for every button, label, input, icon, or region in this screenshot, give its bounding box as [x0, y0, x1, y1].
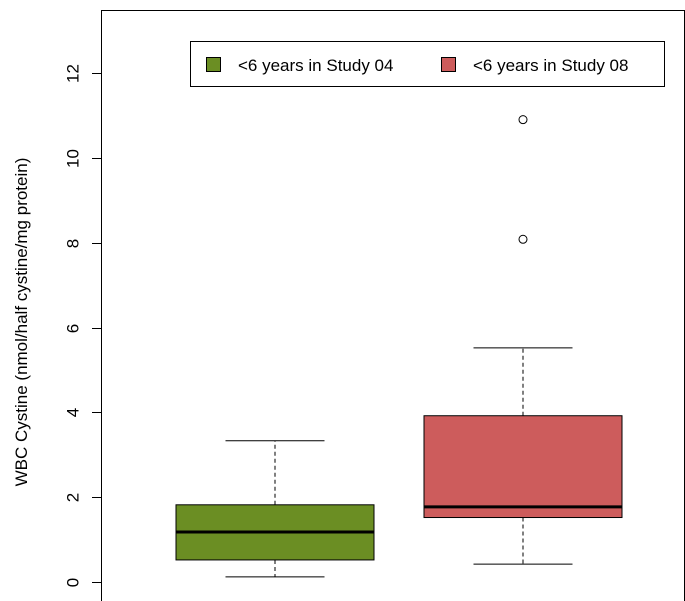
- box-iqr: [423, 415, 623, 519]
- legend-swatch-study04: [206, 57, 221, 72]
- legend-label-study08: <6 years in Study 08: [473, 56, 628, 75]
- y-tick-label-12: 12: [63, 64, 82, 83]
- y-tick-label-8: 8: [63, 239, 82, 248]
- y-axis: 0 2 4 6 8 10 12: [63, 64, 102, 587]
- legend: <6 years in Study 04 <6 years in Study 0…: [190, 41, 665, 87]
- legend-swatch-study08: [441, 57, 456, 72]
- outlier-point: [518, 115, 528, 125]
- y-tick-label-10: 10: [63, 149, 82, 168]
- y-tick-label-4: 4: [63, 408, 82, 417]
- box-1: [175, 440, 375, 578]
- y-axis-title: WBC Cystine (nmol/half cystine/mg protei…: [12, 158, 31, 487]
- outlier-point: [518, 234, 528, 244]
- box-2: [423, 115, 623, 565]
- legend-box: [190, 41, 665, 87]
- y-tick-label-0: 0: [63, 578, 82, 587]
- legend-label-study04: <6 years in Study 04: [238, 56, 393, 75]
- y-tick-label-6: 6: [63, 324, 82, 333]
- y-tick-label-2: 2: [63, 493, 82, 502]
- boxes: [175, 115, 623, 578]
